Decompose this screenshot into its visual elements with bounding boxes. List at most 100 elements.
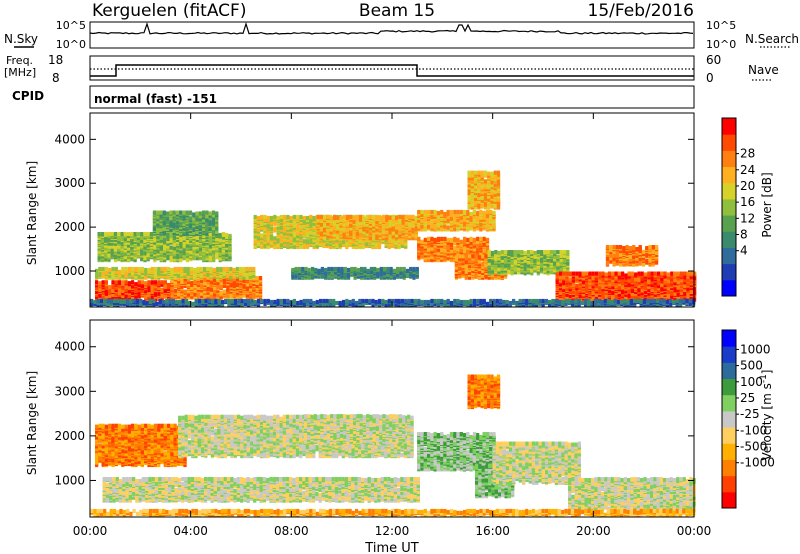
freq-tick-hi: 18 [48,53,63,67]
data-cell [362,216,366,221]
data-cell [440,209,444,215]
data-cell [199,266,203,272]
data-cell [100,243,104,248]
data-cell [110,247,114,252]
data-cell [368,214,372,219]
data-cell [193,295,197,300]
data-cell [196,266,200,272]
data-cell [188,216,193,221]
data-cell [476,210,480,216]
data-cell [242,278,246,284]
data-cell [323,236,327,241]
data-cell [107,244,111,249]
data-cell [130,232,134,237]
data-cell [147,280,151,285]
data-cell [228,233,232,239]
data-cell [114,266,118,272]
data-cell [471,254,475,259]
data-cell [245,281,249,286]
data-cell [153,266,158,272]
data-cell [365,229,369,234]
data-cell [249,293,253,298]
data-cell [134,282,138,287]
data-cell [381,214,386,219]
data-cell [320,266,324,272]
data-cell [183,266,187,272]
date-label: 15/Feb/2016 [588,1,694,21]
data-cell [376,267,380,273]
data-cell [225,232,229,238]
data-cell [352,231,356,236]
data-cell [327,266,331,272]
data-cell [189,266,194,272]
data-cell [219,290,223,295]
data-cell [153,280,158,285]
data-cell [117,290,122,295]
data-cell [147,267,151,273]
data-cell [469,211,473,217]
data-cell [449,209,454,215]
data-cell [182,210,186,215]
data-cell [229,292,233,297]
data-cell [144,267,148,273]
data-cell [203,276,207,281]
data-cell [249,281,253,286]
data-cell [104,280,108,285]
data-cell [423,209,427,215]
data-cell [446,209,450,215]
nave-label: Nave [748,63,779,77]
data-cell [436,236,440,241]
data-cell [402,270,406,275]
data-cell [273,236,277,241]
data-cell [375,215,379,220]
data-cell [398,214,402,219]
data-cell [159,210,163,215]
data-cell [304,266,308,272]
data-cell [239,283,243,288]
data-cell [98,287,102,293]
noise-tick-right-hi: 10^5 [706,19,736,32]
data-cell [221,232,226,237]
data-cell [252,266,256,272]
data-cell [360,266,364,272]
data-cell [172,222,176,227]
data-cell [188,210,193,215]
cpid-panel [89,85,695,109]
data-cell [458,254,462,259]
data-cell [466,209,470,215]
data-cell [305,215,310,221]
data-cell [98,281,102,286]
data-cell [329,216,333,221]
data-cell [232,274,236,279]
data-cell [120,232,124,237]
data-cell [294,266,298,272]
data-cell [263,214,267,220]
data-cell [417,236,421,241]
data-cell [292,244,296,250]
data-cell [332,221,337,226]
nave-tick-lo: 0 [706,71,714,85]
cpid-text: normal (fast) -151 [94,92,217,106]
data-cell [206,266,210,272]
data-cell [316,214,320,219]
station-title: Kerguelen (fitACF) [92,1,246,21]
data-cell [104,266,108,272]
data-cell [111,280,115,285]
data-cell [356,267,360,273]
data-cell [205,210,209,215]
data-cell [405,268,409,273]
beam-label: Beam 15 [359,1,435,21]
data-cell [463,209,467,215]
data-cell [324,267,328,273]
data-cell [149,232,154,237]
data-cell [219,266,223,272]
data-cell [353,266,357,272]
data-cell [107,232,111,237]
data-cell [279,214,283,220]
data-cell [440,236,444,241]
data-cell [339,215,343,220]
data-cell [266,215,270,221]
data-cell [388,215,392,220]
data-cell [436,210,440,216]
data-cell [286,214,290,220]
